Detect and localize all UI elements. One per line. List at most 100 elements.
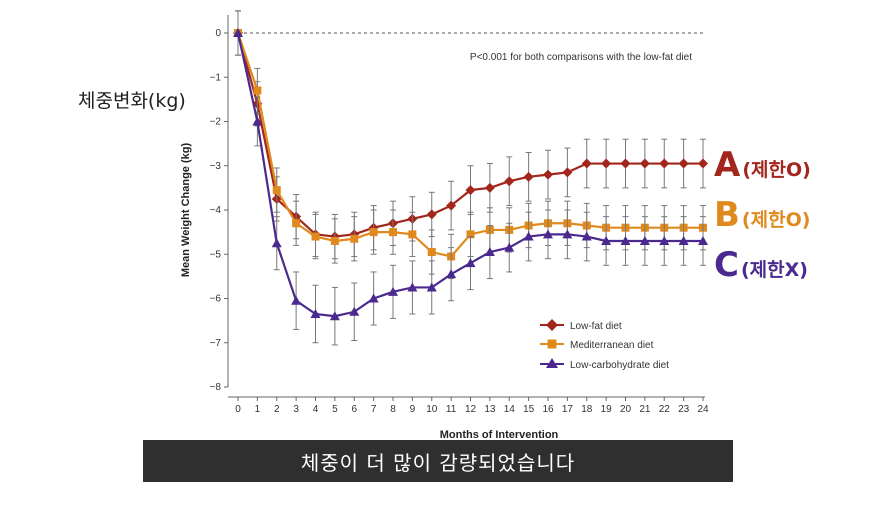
legend-label-low-fat: Low-fat diet	[570, 321, 622, 332]
x-tick-label: 11	[446, 404, 457, 415]
x-tick-label: 23	[678, 404, 690, 415]
series-tag-c-letter: C	[714, 245, 739, 285]
x-tick-label: 18	[581, 404, 593, 415]
data-point	[543, 229, 553, 239]
y-tick-label: −7	[210, 338, 222, 349]
data-point	[388, 286, 398, 296]
data-point	[484, 247, 495, 257]
data-point	[601, 158, 612, 169]
data-point	[426, 282, 437, 292]
data-point	[311, 232, 320, 241]
data-point	[523, 231, 534, 241]
legend-item-mediterranean: Mediterranean diet	[540, 339, 654, 351]
data-point	[620, 235, 631, 245]
data-point	[349, 306, 360, 316]
overlay-y-label: 체중변화(kg)	[78, 90, 186, 112]
data-point	[562, 167, 573, 178]
caption-text: 체중이 더 많이 감량되었습니다	[300, 450, 576, 475]
x-axis-title: Months of Intervention	[440, 429, 559, 441]
data-point	[329, 311, 340, 321]
legend-marker-diamond	[546, 319, 558, 331]
data-point	[581, 231, 592, 241]
x-tick-label: 2	[274, 404, 280, 415]
legend-marker-triangle	[546, 358, 558, 368]
x-tick-label: 21	[639, 404, 651, 415]
legend-label-mediterranean: Mediterranean diet	[570, 340, 654, 351]
data-point	[562, 229, 573, 239]
series-tag-a-letter: A	[714, 145, 741, 185]
data-point	[350, 234, 359, 243]
data-point	[368, 293, 379, 303]
x-tick-label: 5	[332, 404, 338, 415]
x-tick-label: 15	[523, 404, 535, 415]
x-tick-label: 14	[504, 404, 516, 415]
y-tick-label: −3	[210, 161, 222, 172]
x-tick-label: 8	[390, 404, 396, 415]
data-point	[620, 158, 631, 169]
x-tick-label: 19	[601, 404, 613, 415]
data-point	[504, 176, 515, 187]
data-point	[543, 169, 553, 180]
y-tick-label: −4	[210, 205, 222, 216]
x-tick-label: 20	[620, 404, 632, 415]
data-point	[310, 308, 321, 318]
y-tick-label: −8	[210, 382, 222, 393]
y-axis-title: Mean Weight Change (kg)	[180, 143, 192, 278]
x-tick-label: 12	[465, 404, 477, 415]
x-tick-label: 13	[484, 404, 496, 415]
x-tick-label: 24	[697, 404, 709, 415]
x-tick-label: 3	[293, 404, 299, 415]
series-tag-b-letter: B	[714, 195, 740, 235]
data-point	[504, 242, 515, 252]
data-point	[408, 230, 417, 239]
series-tag-c-text: C (제한X)	[714, 245, 808, 285]
data-point	[581, 158, 592, 169]
series-tag-c: C (제한X)	[714, 245, 808, 285]
data-point	[330, 236, 339, 245]
y-tick-label: −1	[210, 72, 222, 83]
x-tick-label: 16	[542, 404, 554, 415]
data-point	[466, 230, 475, 239]
data-point	[252, 116, 263, 126]
data-point	[698, 158, 708, 169]
data-point	[523, 171, 534, 182]
data-point	[427, 248, 436, 257]
y-tick-label: −6	[210, 294, 222, 305]
x-tick-label: 4	[313, 404, 319, 415]
data-point	[659, 158, 670, 169]
legend-item-low-fat: Low-fat diet	[540, 319, 622, 332]
series-tag-b-text: B (제한O)	[714, 195, 810, 235]
series-2	[233, 10, 708, 346]
data-point	[271, 238, 282, 248]
y-tick-label: −2	[210, 117, 222, 128]
x-tick-label: 9	[410, 404, 416, 415]
series-tag-a: A (제한O)	[714, 145, 811, 185]
x-tick-label: 17	[562, 404, 574, 415]
legend-marker-square	[547, 339, 557, 349]
data-point	[446, 200, 457, 211]
series-tag-b-note: (제한O)	[742, 209, 810, 231]
data-point	[426, 209, 437, 220]
data-point	[639, 235, 650, 245]
legend: Low-fat diet Mediterranean diet Low-carb…	[540, 319, 669, 371]
y-tick-label: −5	[210, 249, 222, 260]
data-point	[659, 235, 670, 245]
data-point	[233, 28, 243, 37]
x-tick-label: 0	[235, 404, 241, 415]
data-point	[369, 228, 378, 237]
data-point	[639, 158, 650, 169]
data-point	[253, 86, 262, 95]
x-tick-label: 22	[659, 404, 671, 415]
x-tick-label: 1	[255, 404, 261, 415]
legend-label-low-carb: Low-carbohydrate diet	[570, 360, 669, 371]
data-point	[601, 235, 612, 245]
data-point	[407, 282, 418, 292]
x-tick-label: 7	[371, 404, 377, 415]
series-tag-a-note: (제한O)	[742, 159, 810, 181]
series-layer	[233, 10, 708, 346]
series-tag-b: B (제한O)	[714, 195, 810, 235]
data-point	[291, 295, 302, 305]
data-point	[292, 219, 301, 228]
data-point	[678, 235, 689, 245]
